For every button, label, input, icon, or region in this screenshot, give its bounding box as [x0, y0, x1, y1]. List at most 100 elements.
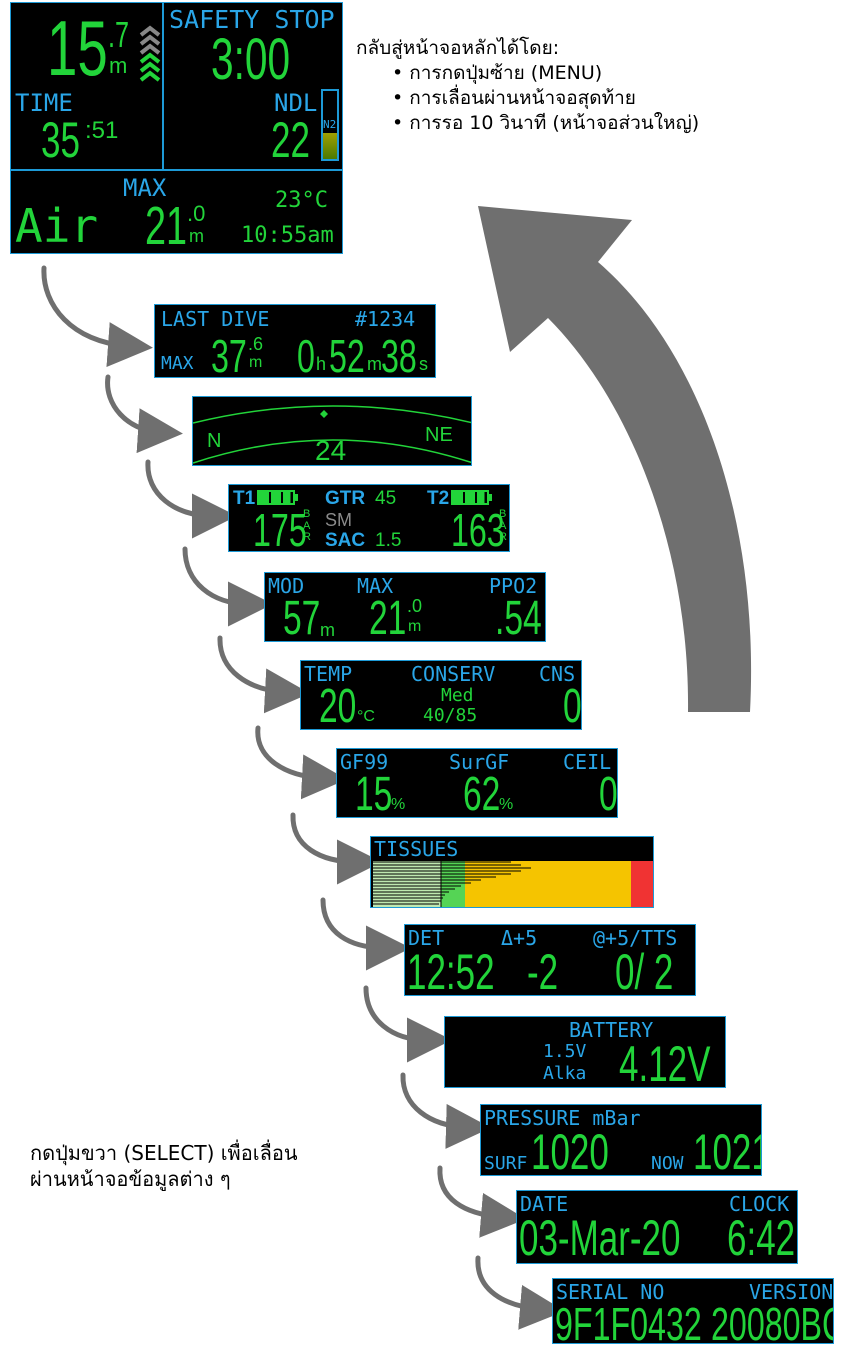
version-label: VERSION: [749, 1280, 834, 1304]
return-note-heading: กลับสู่หน้าจอหลักได้โดย:: [356, 37, 560, 59]
pressure-label: PRESSURE mBar: [484, 1106, 641, 1130]
compass-screen: N NE 24: [192, 396, 472, 466]
t1-unit: BAR: [303, 508, 311, 544]
arrow-11: [437, 1165, 526, 1238]
select-note-line-2: ผ่านหน้าจอข้อมูลต่าง ๆ: [30, 1167, 231, 1192]
divider-vertical: [162, 3, 164, 171]
temp-screen: TEMP CONSERV CNS 20 °C Med 40/85 0: [300, 660, 582, 730]
conserv-gf: 40/85: [423, 705, 478, 726]
return-note-item-2: • การเลื่อนผ่านหน้าจอสุดท้าย: [392, 87, 636, 110]
arrow-7: [290, 812, 382, 885]
t2-pressure: 163: [451, 504, 505, 552]
last-dive-screen: LAST DIVE #1234 MAX 37 .6 m 0 h 52 m 38 …: [154, 304, 436, 378]
now-label: NOW: [651, 1153, 684, 1174]
gtr-label: GTR: [325, 488, 366, 509]
delta-value: -2: [527, 944, 559, 996]
max-depth-unit: m: [249, 354, 263, 371]
battery-type-name: Alka: [543, 1063, 587, 1084]
dive-number: #1234: [355, 307, 416, 331]
battery-label: BATTERY: [569, 1018, 654, 1042]
battery-voltage: 4.12V: [619, 1036, 711, 1088]
now-value: 1021: [693, 1124, 761, 1176]
gas-value: Air: [15, 199, 99, 253]
tissues-screen: TISSUES: [370, 836, 654, 908]
max-depth-decimal: .0: [407, 596, 423, 616]
return-note: กลับสู่หน้าจอหลักได้โดย: • การกดปุ่มซ้าย…: [356, 36, 699, 136]
tank-screen: T1 GTR 45 T2 175 BAR SM SAC 1.5 163 BAR: [228, 484, 510, 552]
arrow-3: [145, 459, 237, 539]
max-depth-decimal: .6: [248, 334, 264, 354]
depth-unit: m: [109, 53, 128, 78]
serial-screen: SERIAL NO VERSION 9F1F0432 20080BC: [552, 1278, 834, 1344]
max-label: MAX: [123, 174, 167, 202]
at-tts-label: @+5/TTS: [593, 926, 678, 950]
clock-label: CLOCK: [729, 1192, 790, 1216]
tissue-bar-yellow: [465, 861, 631, 907]
max-label: MAX: [161, 353, 194, 374]
arrow-6: [255, 725, 347, 800]
clock-value: 6:42: [727, 1210, 796, 1264]
max-depth: 37: [211, 330, 247, 378]
return-note-item-1: • การกดปุ่มซ้าย (MENU): [392, 62, 603, 85]
ceil-label: CEIL: [563, 750, 612, 774]
arrow-8: [320, 897, 411, 971]
ndl-value: 22: [271, 112, 310, 168]
dive-minutes: 52: [329, 330, 365, 378]
sac-value: 1.5: [375, 530, 402, 551]
arrow-9: [363, 985, 452, 1063]
time-minutes: 35: [41, 112, 80, 168]
ndl-label: NDL: [274, 89, 318, 117]
arrow-5: [217, 635, 310, 714]
t2-unit: BAR: [499, 508, 507, 544]
cns-value: 0: [563, 680, 582, 730]
serial-value: 9F1F0432: [555, 1298, 702, 1344]
max-depth-unit: m: [189, 226, 204, 246]
compass-right-point: NE: [425, 424, 453, 446]
compass-heading: 24: [315, 435, 347, 466]
temp-value: 20: [319, 680, 357, 730]
at-tts-value: 0/ 2: [615, 944, 674, 996]
surgf-value: 62: [463, 768, 501, 818]
conserv-label: CONSERV: [411, 662, 496, 686]
conserv-value: Med: [441, 685, 474, 706]
surf-label: SURF: [484, 1153, 528, 1174]
temp-unit: °C: [357, 708, 375, 725]
t1-label: T1: [233, 488, 256, 509]
date-label: DATE: [520, 1192, 569, 1216]
clock: 10:55am: [241, 223, 334, 248]
safety-stop-time: 3:00: [211, 27, 291, 92]
tissues-label: TISSUES: [374, 837, 459, 861]
date-value: 03-Mar-20: [519, 1210, 681, 1264]
gf-screen: GF99 SurGF CEIL 15 % 62 % 0: [336, 748, 618, 818]
time-label: TIME: [15, 89, 73, 117]
det-value: 12:52: [407, 944, 495, 996]
det-label: DET: [408, 926, 445, 950]
main-screen: 15 .7 m SAFETY STOP 3:00 TIME 35 :51 NDL…: [10, 2, 343, 254]
mod-label: MOD: [268, 574, 305, 598]
time-seconds: :51: [85, 117, 119, 144]
t2-battery-icon: [451, 490, 489, 505]
t1-pressure: 175: [253, 504, 307, 552]
select-note: กดปุ่มขวา (SELECT) เพื่อเลื่อน ผ่านหน้าจ…: [30, 1140, 298, 1193]
compass-arcs: [193, 405, 471, 464]
n2-bargraph: [321, 89, 339, 161]
arrow-12: [475, 1255, 565, 1330]
tissue-bar-lightgreen: [441, 861, 465, 907]
temp-label: TEMP: [304, 662, 353, 686]
temperature: 23°C: [275, 188, 328, 213]
ceil-value: 0: [599, 768, 618, 818]
ppo2-label: PPO2: [489, 574, 538, 598]
sac-label: SAC: [325, 530, 366, 551]
surgf-label: SurGF: [449, 750, 510, 774]
tissue-bar-red: [631, 861, 653, 907]
max-label: MAX: [357, 574, 394, 598]
ascent-chevrons-icon: [139, 25, 161, 82]
version-value: 20080BC: [711, 1298, 834, 1344]
mod-screen: MOD MAX PPO2 57 m 21 .0 m .54: [264, 572, 546, 642]
t1-battery-icon: [257, 490, 295, 505]
gf99-label: GF99: [340, 750, 389, 774]
gf99-unit: %: [391, 796, 406, 813]
delta-label: Δ+5: [501, 926, 538, 950]
date-screen: DATE CLOCK 03-Mar-20 6:42: [516, 1190, 798, 1264]
compass-left-point: N: [207, 430, 222, 452]
